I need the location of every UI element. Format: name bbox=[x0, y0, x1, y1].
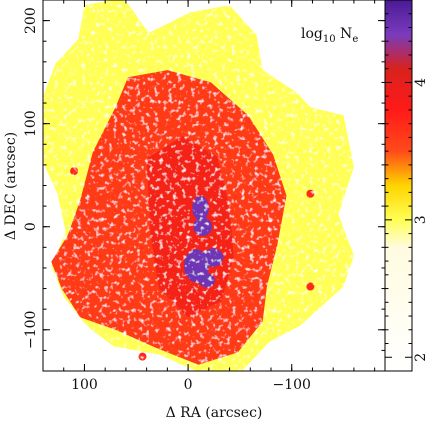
compact-knot bbox=[306, 282, 315, 291]
colorbar bbox=[384, 0, 413, 372]
compact-knot bbox=[138, 352, 147, 361]
y-tick-label: −100 bbox=[23, 311, 39, 349]
compact-knot bbox=[306, 189, 315, 198]
colorbar-tick-label: 2 bbox=[413, 353, 429, 362]
x-tick-label: 100 bbox=[71, 377, 98, 393]
y-tick-label: 0 bbox=[23, 222, 39, 231]
nucleus-knot bbox=[192, 195, 209, 221]
colorbar-axis: 2 3 4 bbox=[385, 13, 429, 362]
nucleus-knot bbox=[193, 217, 212, 236]
nucleus-knot bbox=[198, 273, 216, 288]
x-axis: 100 0 −100 bbox=[63, 0, 376, 393]
y-axis-label: Δ DEC (arcsec) bbox=[3, 132, 19, 240]
x-axis-label: Δ RA (arcsec) bbox=[166, 405, 263, 421]
compact-knot bbox=[70, 167, 79, 176]
y-tick-label: 100 bbox=[23, 110, 39, 137]
x-tick-label: −100 bbox=[273, 377, 311, 393]
colorbar-tick-label: 3 bbox=[413, 215, 429, 224]
y-axis: −100 0 100 200 bbox=[23, 7, 385, 351]
density-map bbox=[43, 0, 354, 371]
x-tick-label: 0 bbox=[184, 377, 193, 393]
colorbar-tick-label: 4 bbox=[413, 78, 429, 87]
y-tick-label: 200 bbox=[23, 7, 39, 34]
map-annotation: log10 Ne bbox=[301, 26, 358, 45]
central-bar-region bbox=[146, 136, 234, 318]
nucleus-knot bbox=[202, 248, 224, 267]
